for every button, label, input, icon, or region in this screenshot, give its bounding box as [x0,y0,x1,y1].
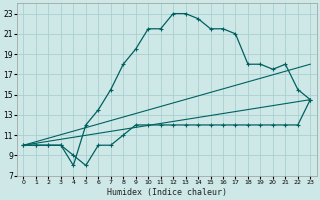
X-axis label: Humidex (Indice chaleur): Humidex (Indice chaleur) [107,188,227,197]
